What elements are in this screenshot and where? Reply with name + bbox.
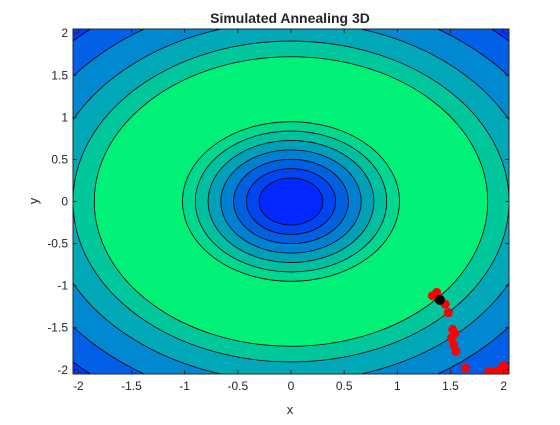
y-tick-label: -1.5: [47, 321, 68, 335]
sample-point: [451, 346, 461, 356]
x-axis-label: x: [287, 402, 294, 417]
x-tick-label: -0.5: [227, 379, 248, 393]
y-tick-label: -1: [57, 279, 68, 293]
x-tick-label: 2: [500, 379, 507, 393]
data-points: [427, 287, 509, 374]
x-tick-label: 0: [288, 379, 295, 393]
contour-level: [258, 177, 324, 226]
y-tick-label: 1.5: [51, 68, 68, 82]
x-tick-label: -1: [179, 379, 190, 393]
chart-title: Simulated Annealing 3D: [210, 10, 370, 26]
x-tick-label: -2: [73, 379, 84, 393]
y-axis: -2 -1.5 -1 -0.5 0 0.5 1 1.5 2: [47, 26, 509, 377]
y-tick-label: -2: [57, 363, 68, 377]
sample-point: [443, 308, 453, 318]
y-tick-label: -0.5: [47, 237, 68, 251]
y-tick-label: 0: [61, 195, 68, 209]
y-tick-label: 2: [61, 26, 68, 40]
y-tick-label: 1: [61, 110, 68, 124]
y-axis-label: y: [26, 197, 41, 204]
x-tick-label: 1.5: [442, 379, 459, 393]
sample-point: [460, 363, 470, 373]
best-point: [434, 294, 445, 305]
x-tick-label: 1: [394, 379, 401, 393]
x-tick-label: 0.5: [336, 379, 353, 393]
y-tick-label: 0.5: [51, 152, 68, 166]
x-axis: -2 -1.5 -1 -0.5 0 0.5 1 1.5 2: [73, 29, 507, 393]
x-tick-label: -1.5: [121, 379, 142, 393]
